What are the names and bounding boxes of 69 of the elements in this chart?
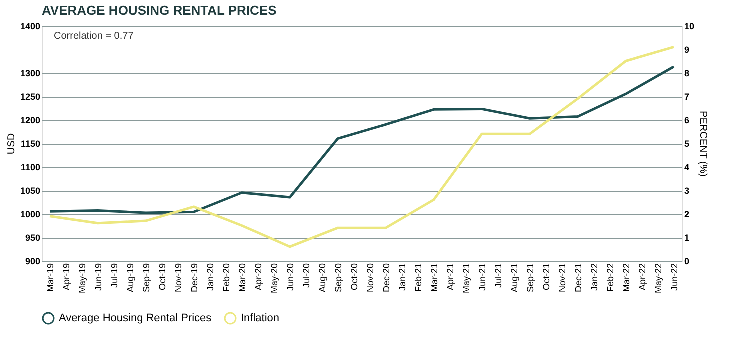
- x-tick-label: Nov-19: [174, 264, 184, 293]
- y2-axis-title: PERCENT (%): [698, 111, 709, 177]
- chart-title: AVERAGE HOUSING RENTAL PRICES: [42, 3, 278, 18]
- y-tick-label: 900: [25, 256, 40, 266]
- y-tick-label: 1250: [20, 92, 40, 102]
- x-tick-label: May-22: [654, 264, 664, 294]
- x-tick-label: Apr-20: [254, 264, 264, 291]
- legend-label: Average Housing Rental Prices: [59, 312, 212, 325]
- y2-tick-label: 1: [684, 233, 690, 243]
- y2-tick-label: 3: [684, 186, 690, 196]
- x-tick-label: Jun-20: [286, 264, 296, 292]
- x-tick-label: Dec-20: [382, 264, 392, 293]
- y-tick-label: 1200: [20, 116, 40, 126]
- y-axis-title: USD: [6, 133, 18, 155]
- x-tick-label: Mar-20: [238, 264, 248, 292]
- x-tick-label: Nov-21: [558, 264, 568, 293]
- x-tick-label: Feb-22: [606, 264, 616, 292]
- x-tick-label: Jul-20: [302, 264, 312, 288]
- x-tick-label: Apr-21: [446, 264, 456, 291]
- y-tick-label: 1000: [20, 210, 40, 220]
- x-tick-label: Sep-19: [142, 264, 152, 293]
- x-tick-label: Oct-20: [350, 264, 360, 291]
- x-tick-label: Jan-21: [398, 264, 408, 292]
- y2-tick-label: 7: [684, 92, 690, 102]
- y2-tick-label: 10: [684, 22, 695, 32]
- x-tick-label: Feb-21: [414, 264, 424, 292]
- x-tick-label: Nov-20: [366, 264, 376, 293]
- x-tick-label: Oct-19: [158, 264, 168, 291]
- annotation: Correlation = 0.77: [54, 31, 134, 42]
- x-tick-label: Jul-19: [110, 264, 120, 288]
- x-tick-label: Mar-21: [430, 264, 440, 292]
- line-series: [48, 46, 676, 248]
- y2-tick-label: 6: [684, 116, 690, 126]
- y-tick-label: 950: [25, 233, 40, 243]
- x-tick-label: Aug-20: [318, 264, 328, 293]
- x-tick-label: May-20: [270, 264, 280, 294]
- y2-tick-label: 4: [684, 162, 690, 172]
- x-tick-label: May-21: [462, 264, 472, 294]
- y2-tick-label: 0: [684, 256, 690, 266]
- x-tick-label: Jan-22: [590, 264, 600, 292]
- y-tick-label: 1150: [20, 139, 40, 149]
- x-tick-label: Jan-20: [206, 264, 216, 292]
- x-tick-label: Jul-21: [494, 264, 504, 288]
- x-tick-label: Jun-19: [94, 264, 104, 292]
- legend-label: Inflation: [241, 312, 280, 325]
- x-tick-label: Sep-20: [334, 264, 344, 293]
- x-tick-label: Mar-22: [622, 264, 632, 292]
- x-tick-label: Feb-20: [222, 264, 232, 292]
- y-tick-label: 1100: [20, 162, 40, 172]
- y-tick-label: 1400: [20, 22, 40, 32]
- x-tick-label: Aug-21: [510, 264, 520, 293]
- line-series: [48, 66, 676, 214]
- x-tick-label: Sep-21: [526, 264, 536, 293]
- x-tick-label: Aug-19: [126, 264, 136, 293]
- x-tick-label: Apr-22: [638, 264, 648, 291]
- x-tick-label: Dec-21: [574, 264, 584, 293]
- x-tick-label: Apr-19: [62, 264, 72, 291]
- y-tick-label: 1300: [20, 68, 40, 78]
- y2-tick-label: 8: [684, 68, 690, 78]
- x-tick-label: Oct-21: [542, 264, 552, 291]
- y2-tick-label: 5: [684, 139, 690, 149]
- y-tick-label: 1050: [20, 186, 40, 196]
- y2-tick-label: 2: [684, 210, 690, 220]
- x-tick-label: Mar-19: [46, 264, 56, 292]
- x-tick-label: Jun-21: [478, 264, 488, 292]
- y2-tick-label: 9: [684, 45, 690, 55]
- x-tick-label: Dec-19: [190, 264, 200, 293]
- x-tick-label: Jun-22: [670, 264, 680, 292]
- x-tick-label: May-19: [78, 264, 88, 294]
